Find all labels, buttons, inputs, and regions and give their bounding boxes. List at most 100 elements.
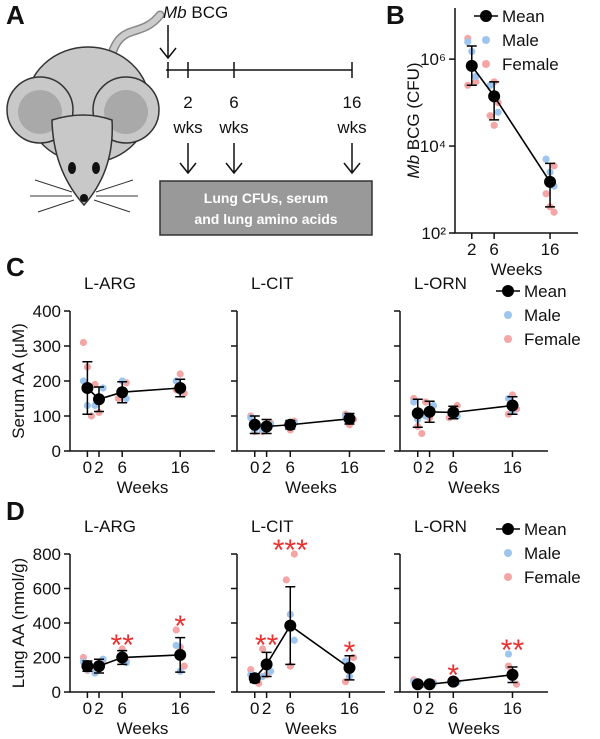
mean-point: [447, 675, 460, 688]
timepoint-unit: wks: [172, 118, 202, 137]
legend-marker: [502, 523, 514, 535]
x-axis-label: Weeks: [448, 478, 500, 497]
mean-point: [506, 668, 519, 681]
y-tick-label: 10⁶: [420, 50, 446, 69]
mean-line: [86, 387, 181, 401]
mean-point: [248, 418, 261, 431]
panel-label: C: [6, 252, 25, 282]
timepoint-unit: wks: [218, 118, 248, 137]
x-tick-label: 6: [449, 699, 458, 718]
data-point: [494, 108, 502, 116]
legend-marker: [482, 36, 490, 44]
subplot-title: L-ORN: [414, 274, 467, 293]
legend-marker: [482, 60, 490, 68]
legend-marker: [504, 549, 512, 557]
mean-point: [465, 59, 478, 72]
y-axis-label-text: BCG (CFU): [404, 62, 423, 150]
x-axis-label: Weeks: [285, 478, 337, 497]
panel-label: B: [386, 0, 405, 30]
x-tick-label: 0: [83, 458, 92, 477]
y-tick-label: 400: [33, 302, 61, 321]
x-tick-label: 0: [413, 458, 422, 477]
timepoint-week: 6: [229, 93, 238, 112]
mean-point: [343, 661, 356, 674]
y-tick-label: 600: [33, 580, 61, 599]
mouse-illustration: [6, 10, 165, 213]
y-axis-label: Mb BCG (CFU): [404, 62, 423, 178]
x-tick-label: 16: [340, 699, 359, 718]
legend-marker: [480, 10, 492, 22]
data-point: [99, 384, 107, 392]
y-tick-label: 800: [33, 545, 61, 564]
data-point: [172, 641, 180, 650]
data-point: [290, 550, 298, 558]
x-axis-label: Weeks: [448, 719, 500, 738]
x-tick-label: 16: [171, 699, 190, 718]
data-point: [180, 662, 188, 670]
x-tick-label: 2: [94, 458, 103, 477]
x-tick-label: 0: [83, 699, 92, 718]
x-tick-label: 16: [503, 699, 522, 718]
legend-marker: [502, 285, 514, 297]
mean-point: [93, 660, 105, 673]
x-tick-label: 0: [250, 699, 259, 718]
mean-point: [174, 648, 187, 661]
x-tick-label: 16: [340, 458, 359, 477]
subplot-title: L-CIT: [251, 517, 294, 536]
x-tick-label: 6: [286, 699, 295, 718]
subplot-title: L-CIT: [251, 274, 294, 293]
x-tick-label: 6: [449, 458, 458, 477]
mean-point: [81, 660, 94, 673]
mean-point: [81, 382, 94, 394]
legend-marker: [504, 573, 512, 581]
legend-label: Mean: [524, 282, 567, 301]
axis-line: [236, 554, 385, 693]
mean-point: [544, 175, 557, 188]
timepoint-unit: wks: [336, 118, 366, 137]
mean-point: [411, 678, 424, 691]
x-tick-label: 2: [262, 458, 271, 477]
data-point: [176, 370, 184, 378]
y-axis-label: Lung AA (nmol/g): [9, 558, 28, 688]
data-point: [542, 155, 550, 163]
mean-point: [248, 672, 261, 685]
readout-text: Lung CFUs, serum: [204, 190, 328, 206]
legend-label: Female: [502, 55, 559, 74]
x-tick-label: 6: [286, 458, 295, 477]
mean-line: [254, 624, 350, 679]
data-point: [79, 338, 87, 347]
x-tick-label: 6: [489, 240, 498, 259]
mean-point: [506, 399, 519, 412]
data-point: [550, 208, 558, 216]
legend-label: Female: [524, 330, 581, 349]
mean-point: [411, 407, 424, 420]
panel-label: A: [6, 0, 25, 30]
data-point: [418, 429, 426, 438]
mean-point: [93, 393, 105, 406]
data-point: [490, 121, 498, 129]
y-tick-label: 200: [33, 372, 61, 391]
x-tick-label: 16: [503, 458, 522, 477]
data-point: [172, 626, 180, 634]
y-tick-label: 10²: [421, 224, 446, 243]
mean-point: [116, 651, 129, 664]
significance-annotation: *: [447, 659, 459, 692]
mean-point: [488, 90, 501, 103]
data-point: [290, 636, 298, 644]
significance-annotation: **: [111, 629, 135, 662]
mean-point: [284, 418, 297, 431]
y-tick-label: 200: [33, 649, 61, 668]
x-tick-label: 2: [467, 240, 476, 259]
significance-annotation: *: [344, 636, 356, 669]
legend-label: Male: [502, 31, 539, 50]
mean-point: [447, 406, 460, 419]
treatment-species: Mb: [163, 3, 187, 22]
data-point: [504, 662, 513, 670]
y-tick-label: 400: [33, 614, 61, 633]
treatment-agent: BCG: [191, 3, 228, 22]
x-tick-label: 2: [262, 699, 271, 718]
x-tick-label: 6: [117, 458, 126, 477]
treatment-label: Mb BCG: [163, 3, 228, 22]
data-point: [486, 112, 494, 120]
x-tick-label: 0: [250, 458, 259, 477]
